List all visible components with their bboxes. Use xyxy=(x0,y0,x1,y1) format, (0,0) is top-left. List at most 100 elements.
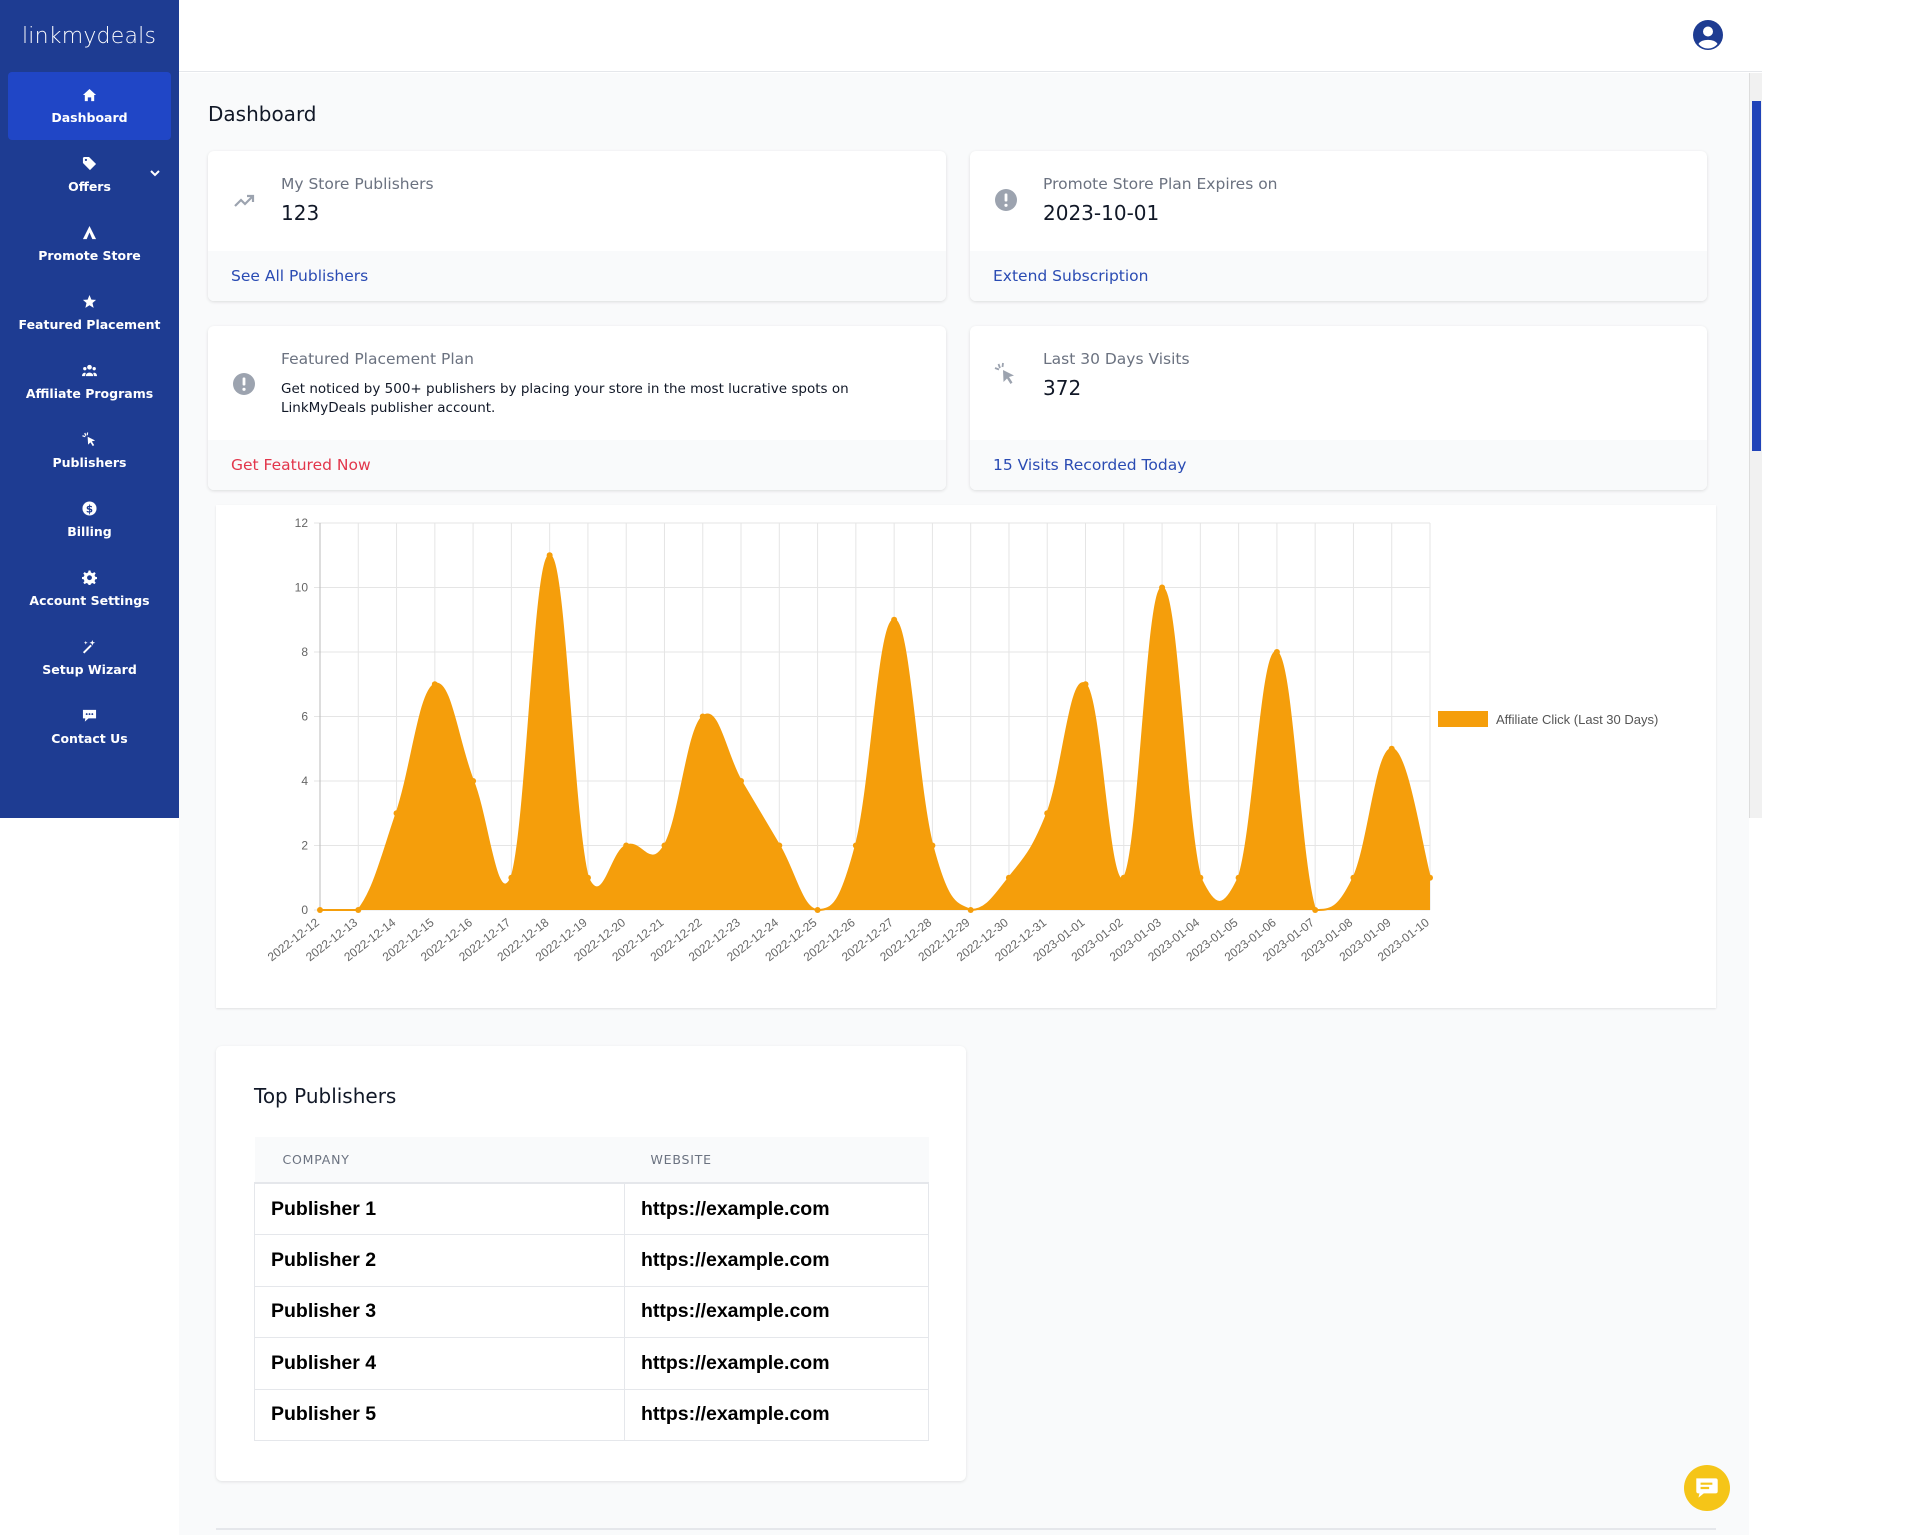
data-point xyxy=(393,810,400,817)
card-value: 2023-10-01 xyxy=(1043,201,1160,225)
series-area xyxy=(320,555,1430,910)
chart-canvas: 0246810122022-12-122022-12-132022-12-142… xyxy=(265,516,1658,964)
table-row[interactable]: Publisher 4 https://example.com xyxy=(254,1337,929,1390)
data-point xyxy=(317,907,323,913)
sidebar-item-publishers[interactable]: Publishers xyxy=(8,416,171,485)
card-value: 372 xyxy=(1043,376,1082,400)
dollar-icon: $ xyxy=(82,501,98,517)
scrollbar[interactable] xyxy=(1749,73,1762,818)
user-account-icon[interactable] xyxy=(1692,19,1724,51)
sidebar-item-label: Publishers xyxy=(52,454,127,470)
table-row[interactable]: Publisher 3 https://example.com xyxy=(254,1286,929,1338)
data-point xyxy=(699,713,706,720)
card-store-publishers: My Store Publishers 123 See All Publishe… xyxy=(208,151,946,301)
y-tick-label: 12 xyxy=(295,516,309,530)
pointer-icon xyxy=(82,432,98,448)
visits-today-link[interactable]: 15 Visits Recorded Today xyxy=(970,440,1707,490)
sidebar-item-contact-us[interactable]: Contact Us xyxy=(8,692,171,761)
card-label: Featured Placement Plan xyxy=(281,350,474,368)
sidebar-item-featured-placement[interactable]: Featured Placement xyxy=(8,278,171,347)
legend-label: Affiliate Click (Last 30 Days) xyxy=(1496,712,1658,727)
data-point xyxy=(661,842,668,849)
sidebar-item-label: Account Settings xyxy=(29,592,150,608)
data-point xyxy=(967,907,974,913)
top-publishers-card: Top Publishers COMPANY WEBSITE Publisher… xyxy=(216,1046,966,1481)
data-point xyxy=(1120,874,1127,881)
y-tick-label: 4 xyxy=(301,774,308,788)
svg-text:$: $ xyxy=(86,503,93,515)
trending-up-icon xyxy=(232,189,256,213)
star-icon xyxy=(82,294,98,310)
card-visits: Last 30 Days Visits 372 15 Visits Record… xyxy=(970,326,1707,490)
sidebar-item-label: Contact Us xyxy=(51,730,128,746)
footer-divider xyxy=(216,1528,1716,1530)
chat-widget-button[interactable] xyxy=(1684,1465,1730,1511)
y-tick-label: 8 xyxy=(301,645,308,659)
table-row[interactable]: Publisher 5 https://example.com xyxy=(254,1389,929,1441)
data-point xyxy=(1235,874,1242,881)
company-cell: Publisher 5 xyxy=(254,1389,625,1441)
legend-swatch xyxy=(1438,711,1488,727)
website-link[interactable]: https://example.com xyxy=(624,1286,929,1338)
website-link[interactable]: https://example.com xyxy=(624,1389,929,1441)
sidebar-item-setup-wizard[interactable]: Setup Wizard xyxy=(8,623,171,692)
data-point xyxy=(584,874,591,881)
card-label: My Store Publishers xyxy=(281,175,434,193)
table-title: Top Publishers xyxy=(254,1084,397,1108)
data-point xyxy=(470,778,477,784)
scrollbar-thumb[interactable] xyxy=(1752,101,1761,451)
sidebar-item-affiliate-programs[interactable]: Affiliate Programs xyxy=(8,347,171,416)
sidebar-item-dashboard[interactable]: Dashboard xyxy=(8,72,171,140)
company-cell: Publisher 3 xyxy=(254,1286,625,1338)
data-point xyxy=(776,842,783,849)
data-point xyxy=(1273,649,1280,655)
card-description-line-1: Get noticed by 500+ publishers by placin… xyxy=(281,381,849,397)
company-cell: Publisher 4 xyxy=(254,1337,625,1390)
promote-icon xyxy=(82,225,98,241)
website-link[interactable]: https://example.com xyxy=(624,1234,929,1287)
sidebar-item-offers[interactable]: Offers xyxy=(8,140,171,209)
affiliate-click-chart: 0 2 4 6 8 10 12 2022-12-12 2022-12-13 2022-12-14 2… xyxy=(216,505,1716,1008)
see-all-publishers-link[interactable]: See All Publishers xyxy=(208,251,946,301)
data-point xyxy=(852,842,859,849)
sidebar: linkmydeals Dashboard Offers Promote Sto… xyxy=(0,0,179,818)
extend-subscription-link[interactable]: Extend Subscription xyxy=(970,251,1707,301)
sidebar-item-account-settings[interactable]: Account Settings xyxy=(8,554,171,623)
y-tick-label: 0 xyxy=(301,903,308,917)
sidebar-item-billing[interactable]: $ Billing xyxy=(8,485,171,554)
top-publishers-table: COMPANY WEBSITE Publisher 1 https://exam… xyxy=(254,1137,929,1441)
brand-logo[interactable]: linkmydeals xyxy=(22,23,157,49)
chat-bubble-icon xyxy=(1696,1478,1718,1498)
users-icon xyxy=(82,363,98,379)
data-point xyxy=(1005,874,1012,881)
data-point xyxy=(1082,681,1089,688)
data-point xyxy=(1427,874,1433,881)
data-point xyxy=(431,681,438,688)
data-point xyxy=(738,778,745,784)
website-link[interactable]: https://example.com xyxy=(624,1337,929,1390)
column-header-company[interactable]: COMPANY xyxy=(254,1137,625,1184)
data-point xyxy=(1388,745,1395,752)
data-point xyxy=(1350,874,1357,881)
sidebar-item-label: Billing xyxy=(67,523,112,539)
sidebar-item-label: Dashboard xyxy=(51,110,128,125)
table-header-row: COMPANY WEBSITE xyxy=(254,1137,929,1184)
page-title: Dashboard xyxy=(208,102,317,126)
wand-icon xyxy=(82,639,98,655)
data-point xyxy=(623,842,630,849)
card-value: 123 xyxy=(281,201,320,225)
data-point xyxy=(929,842,936,849)
gear-icon xyxy=(82,570,98,586)
sidebar-item-promote-store[interactable]: Promote Store xyxy=(8,209,171,278)
data-point xyxy=(1197,874,1204,881)
table-row[interactable]: Publisher 1 https://example.com xyxy=(254,1183,929,1235)
website-link[interactable]: https://example.com xyxy=(624,1183,929,1235)
column-header-website[interactable]: WEBSITE xyxy=(624,1137,929,1184)
table-row[interactable]: Publisher 2 https://example.com xyxy=(254,1234,929,1287)
data-point xyxy=(891,616,898,623)
chevron-down-icon[interactable] xyxy=(149,164,163,178)
home-icon xyxy=(82,87,98,103)
y-tick-label: 10 xyxy=(295,581,309,595)
get-featured-now-link[interactable]: Get Featured Now xyxy=(208,440,946,490)
top-bar xyxy=(179,0,1762,72)
